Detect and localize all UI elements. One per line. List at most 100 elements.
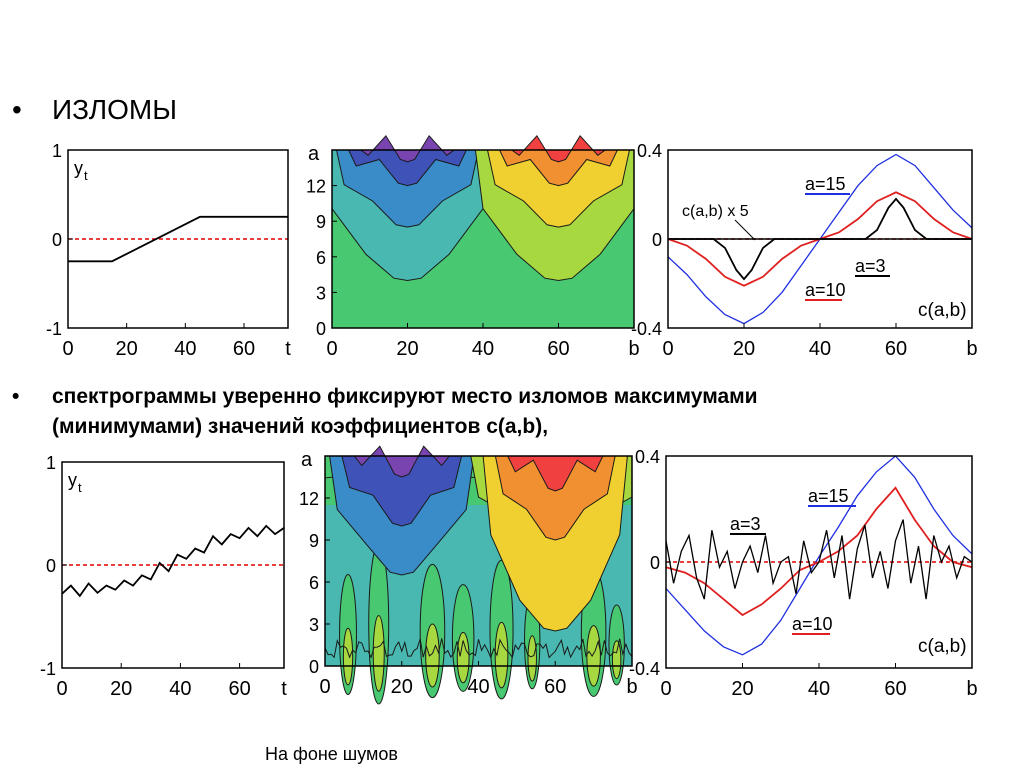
y-tick-label: 0 <box>650 553 660 573</box>
bullet-marker-2: • <box>12 385 20 408</box>
y-axis-label: a <box>308 143 320 165</box>
y-axis-label: a <box>301 449 313 471</box>
y-axis-label: y <box>68 470 77 490</box>
scalogram-contour <box>498 149 619 187</box>
annotation-a3: a=3 <box>855 256 886 276</box>
y-tick-label: 6 <box>309 573 319 593</box>
x-axis-label: b <box>628 338 639 360</box>
bullet-description: • спектрограммы уверенно фиксируют место … <box>12 382 1022 442</box>
description-line-2: (минимумами) значений коэффициентов c(a,… <box>52 415 549 438</box>
scalogram-contour <box>341 455 463 527</box>
annotation-a10: a=10 <box>805 280 846 300</box>
scalogram-contour <box>359 134 456 163</box>
y-tick-label: 1 <box>52 141 62 161</box>
annotation-cab: c(a,b) <box>918 636 967 657</box>
x-tick-label: 20 <box>396 338 418 360</box>
series-a15 <box>665 455 973 656</box>
heading-izlomy: ИЗЛОМЫ <box>52 94 177 125</box>
x-tick-label: 0 <box>662 338 673 360</box>
noise-blob-inner <box>586 625 601 687</box>
y-axis-label-subscript: t <box>78 480 82 495</box>
noise-blob-inner <box>611 640 622 680</box>
scalogram-contour <box>510 134 607 163</box>
x-tick-label: 40 <box>169 678 191 700</box>
scalogram-contour <box>486 149 631 228</box>
y-tick-label: 3 <box>309 615 319 635</box>
noise-blob-inner <box>456 631 470 684</box>
x-axis-label: b <box>966 338 977 360</box>
y-tick-label: 9 <box>316 212 326 232</box>
plot-frame <box>67 149 289 329</box>
x-axis-label: t <box>285 338 291 360</box>
y-tick-label: 1 <box>46 453 56 473</box>
plot-frame <box>61 461 285 669</box>
scalogram-contour <box>494 455 616 541</box>
y-tick-label: -0.4 <box>631 319 662 339</box>
x-tick-label: 0 <box>326 338 337 360</box>
annotation-a3: a=3 <box>730 514 761 534</box>
scalogram-contour <box>506 455 604 492</box>
x-tick-label: 20 <box>733 338 755 360</box>
y-tick-label: -0.4 <box>629 659 660 679</box>
annotation-a15: a=15 <box>805 174 846 194</box>
y-tick-label: 9 <box>309 531 319 551</box>
y-tick-label: -1 <box>40 659 56 679</box>
y-tick-label: 0.4 <box>635 447 660 467</box>
signal-line <box>68 215 288 263</box>
x-tick-label: 0 <box>319 676 330 698</box>
y-tick-label: 0.4 <box>637 141 662 161</box>
x-tick-label: 60 <box>228 678 250 700</box>
x-tick-label: 60 <box>547 338 569 360</box>
x-tick-label: 20 <box>110 678 132 700</box>
y-axis-label-subscript: t <box>84 168 88 183</box>
y-tick-label: 0 <box>316 319 326 339</box>
bullet-title: • ИЗЛОМЫ <box>12 94 177 126</box>
y-tick-label: 0 <box>52 230 62 250</box>
description-line-1: спектрограммы уверенно фиксируют место и… <box>52 385 758 408</box>
caption-noise: На фоне шумов <box>265 744 398 764</box>
x-tick-label: 40 <box>174 338 196 360</box>
annotation-a15: a=15 <box>808 486 849 506</box>
noise-blob-inner <box>342 627 354 686</box>
bullet-marker: • <box>12 94 22 125</box>
annotation-a10: a=10 <box>792 614 833 634</box>
series-a3 <box>665 519 973 600</box>
y-tick-label: 0 <box>309 657 319 677</box>
annotation-scale: c(a,b) x 5 <box>682 203 749 220</box>
y-tick-label: 12 <box>299 489 319 509</box>
x-tick-label: 60 <box>233 338 255 360</box>
series-a3 <box>668 197 972 281</box>
x-tick-label: 40 <box>808 678 830 700</box>
x-axis-label: b <box>626 676 637 698</box>
signal-line <box>61 524 285 598</box>
x-tick-label: 0 <box>62 338 73 360</box>
noise-blob-inner <box>425 623 440 688</box>
x-tick-label: 60 <box>544 676 566 698</box>
x-tick-label: 60 <box>885 338 907 360</box>
scalogram-contour <box>347 149 468 187</box>
noise-blob-inner <box>527 635 537 682</box>
x-axis-label: b <box>966 678 977 700</box>
y-axis-label: y <box>74 158 83 178</box>
x-tick-label: 20 <box>731 678 753 700</box>
annotation-scale-pointer <box>734 219 756 241</box>
x-tick-label: 40 <box>472 338 494 360</box>
x-tick-label: 0 <box>56 678 67 700</box>
y-tick-label: 0 <box>652 230 662 250</box>
noise-blob-inner <box>494 621 509 689</box>
y-tick-label: -1 <box>46 319 62 339</box>
x-tick-label: 20 <box>391 676 413 698</box>
noise-contour <box>324 638 633 660</box>
x-tick-label: 60 <box>884 678 906 700</box>
y-tick-label: 0 <box>46 556 56 576</box>
y-tick-label: 12 <box>306 177 326 197</box>
noise-blob-inner <box>372 615 385 692</box>
x-tick-label: 0 <box>660 678 671 700</box>
annotation-cab: c(a,b) <box>918 300 967 321</box>
y-tick-label: 6 <box>316 248 326 268</box>
x-tick-label: 20 <box>116 338 138 360</box>
scalogram-contour <box>335 149 480 228</box>
x-tick-label: 40 <box>809 338 831 360</box>
x-axis-label: t <box>281 678 287 700</box>
